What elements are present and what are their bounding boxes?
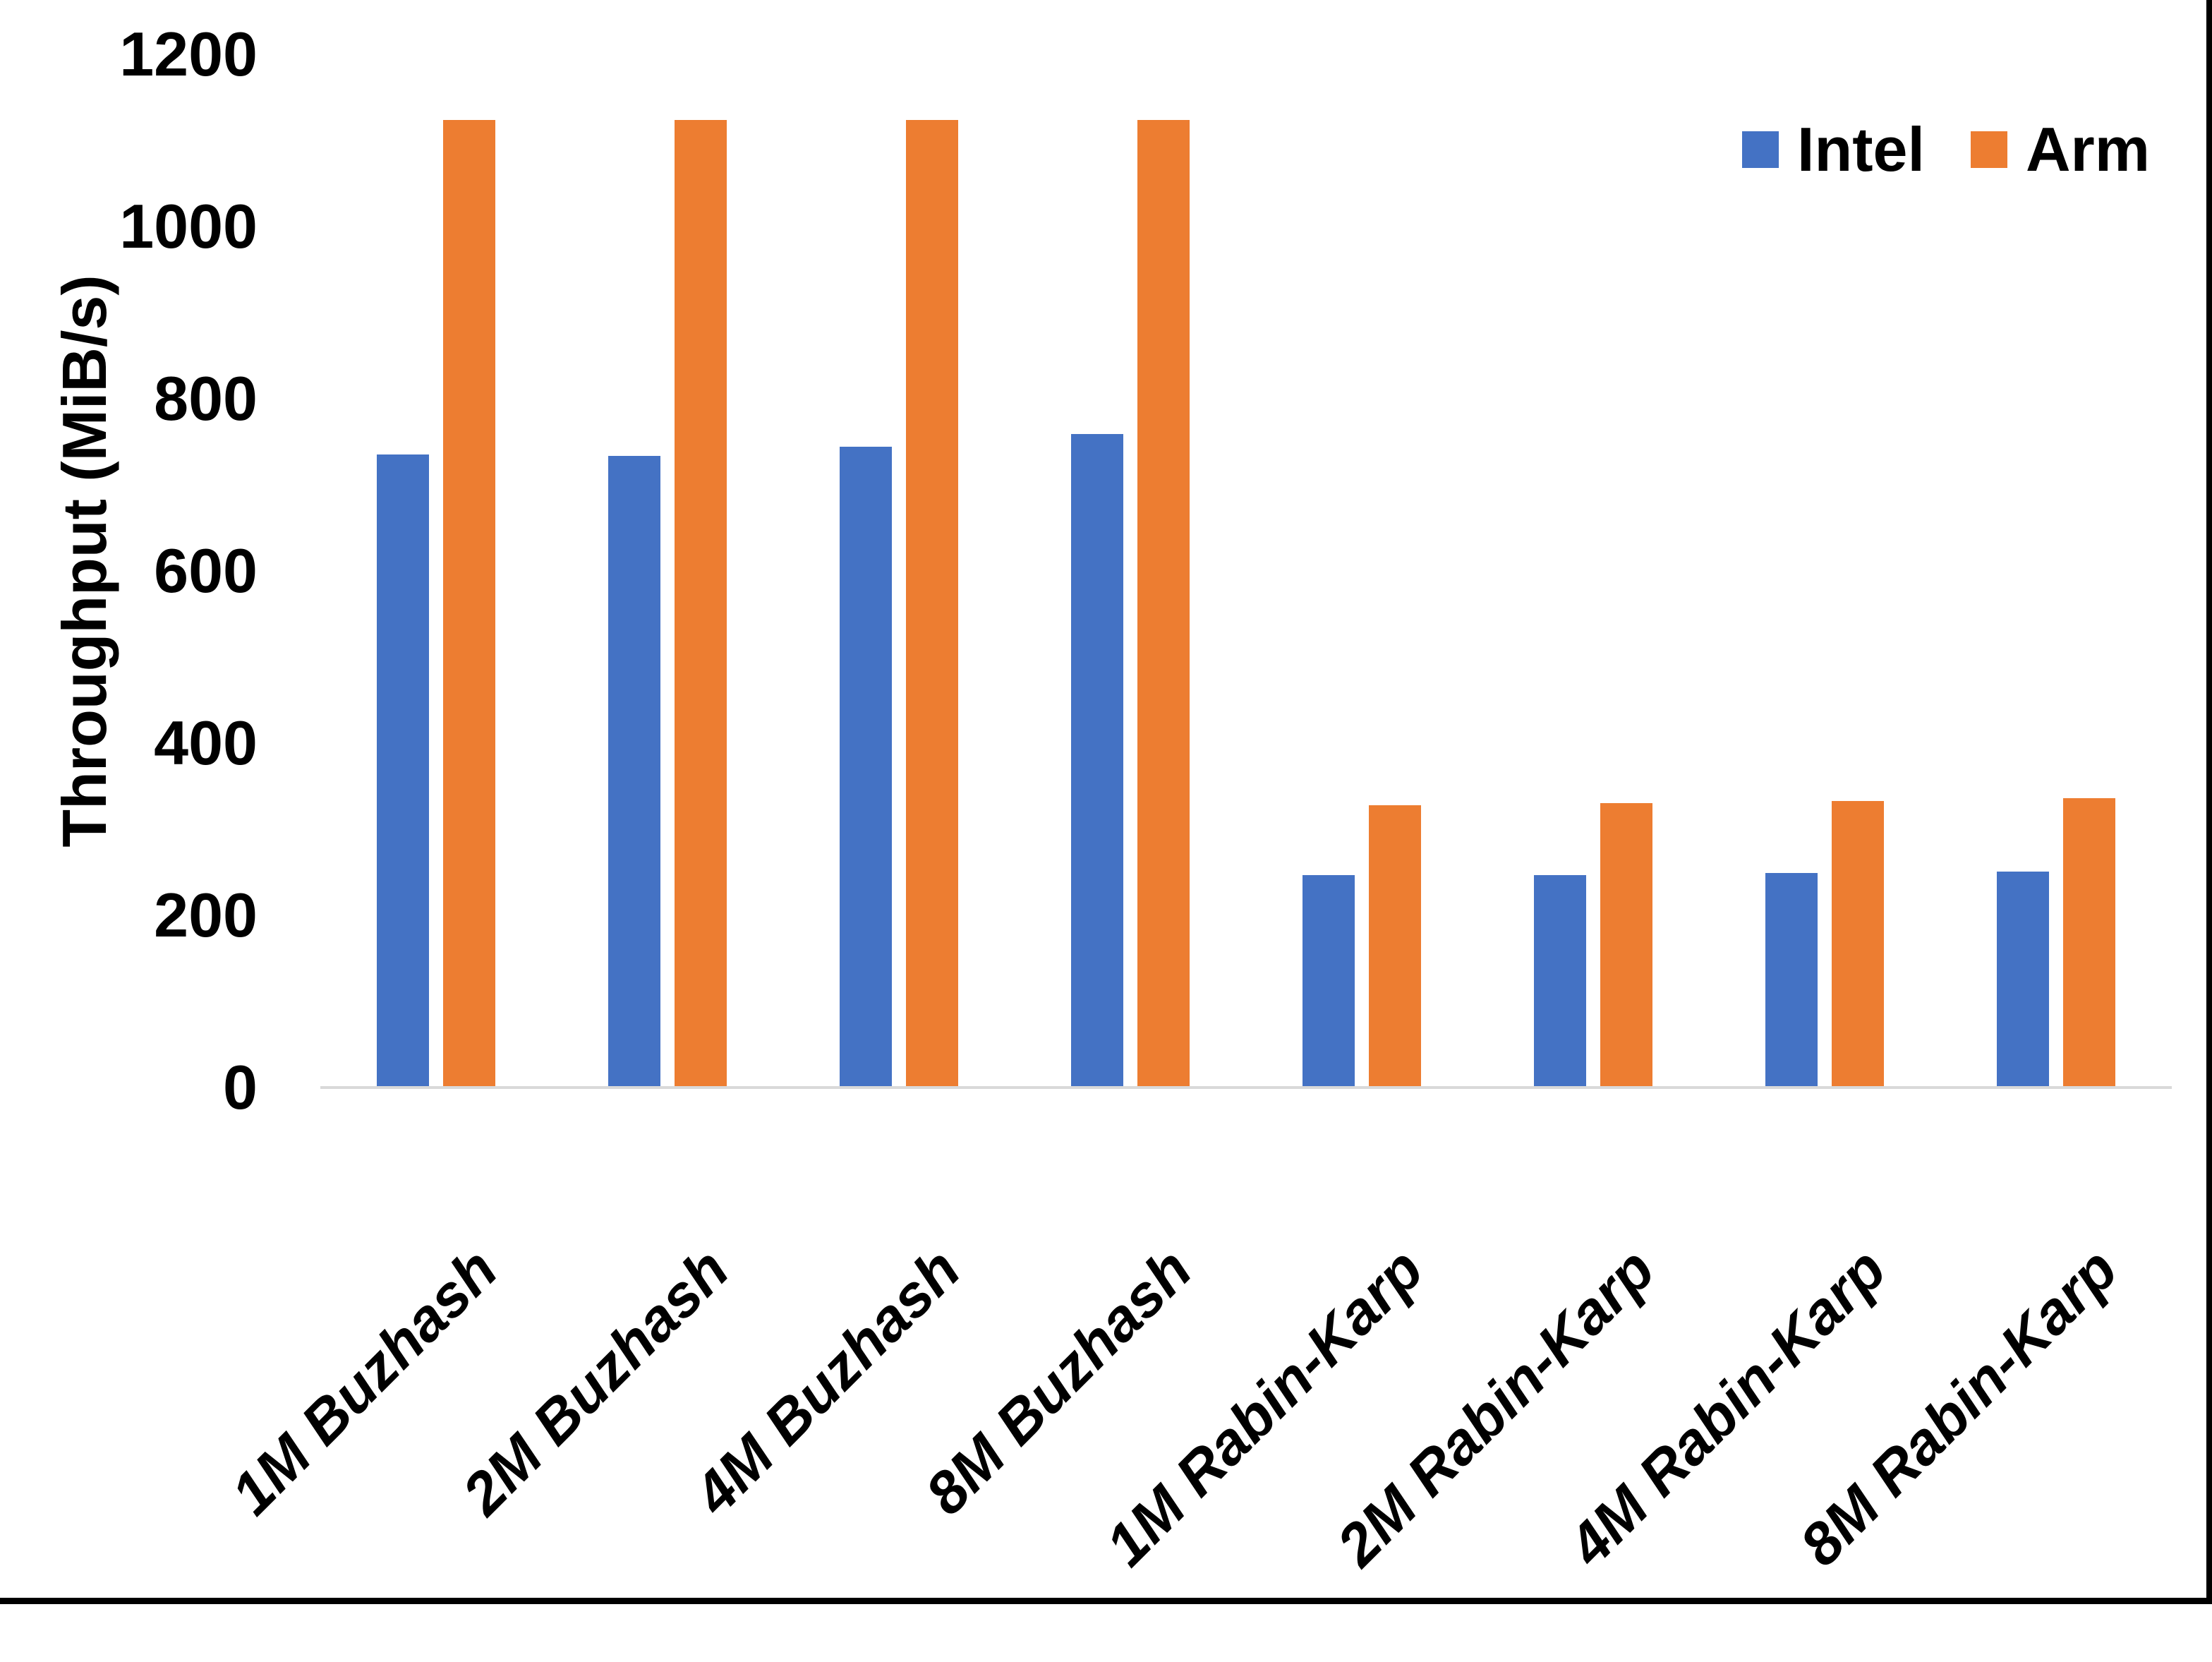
y-tick-label-600: 600	[154, 536, 258, 606]
x-category-label-2m-buzhash: 2M Buzhash	[449, 1235, 742, 1527]
bar-arm-4m-rabin-karp	[1832, 801, 1884, 1088]
bar-arm-8m-rabin-karp	[2063, 798, 2115, 1088]
x-category-label-4m-rabin-karp: 4M Rabin-Karp	[1555, 1235, 1899, 1579]
bar-arm-1m-buzhash	[443, 120, 495, 1088]
bar-intel-8m-buzhash	[1071, 434, 1123, 1088]
bar-arm-1m-rabin-karp	[1369, 805, 1421, 1088]
bar-arm-2m-buzhash	[675, 120, 727, 1088]
bar-intel-2m-rabin-karp	[1534, 875, 1586, 1088]
legend-item-arm: Arm	[1971, 119, 2150, 181]
x-category-label-1m-buzhash: 1M Buzhash	[218, 1235, 510, 1527]
bar-intel-4m-rabin-karp	[1765, 873, 1818, 1088]
legend-swatch-arm	[1971, 131, 2007, 168]
legend-item-intel: Intel	[1742, 119, 1925, 181]
y-tick-label-400: 400	[154, 708, 258, 778]
plot-area	[320, 54, 2172, 1088]
legend-swatch-intel	[1742, 131, 1779, 168]
x-category-label-1m-rabin-karp: 1M Rabin-Karp	[1092, 1235, 1436, 1579]
y-tick-label-800: 800	[154, 363, 258, 433]
bar-intel-1m-buzhash	[377, 454, 429, 1088]
bar-intel-4m-buzhash	[840, 447, 892, 1088]
x-category-label-8m-rabin-karp: 8M Rabin-Karp	[1787, 1235, 2130, 1579]
legend-label-intel: Intel	[1797, 114, 1925, 184]
y-tick-label-1000: 1000	[119, 191, 258, 261]
x-category-label-8m-buzhash: 8M Buzhash	[912, 1235, 1204, 1527]
bar-chart-page: { "chart_data": { "type": "bar", "title"…	[0, 0, 2212, 1604]
bar-arm-8m-buzhash	[1137, 120, 1190, 1088]
x-axis-line	[320, 1086, 2172, 1089]
bar-intel-1m-rabin-karp	[1303, 875, 1355, 1088]
legend-label-arm: Arm	[2026, 114, 2151, 184]
y-tick-label-1200: 1200	[119, 19, 258, 89]
bar-arm-2m-rabin-karp	[1600, 803, 1652, 1088]
bar-intel-2m-buzhash	[608, 456, 660, 1088]
x-category-label-2m-rabin-karp: 2M Rabin-Karp	[1324, 1235, 1667, 1579]
bar-intel-8m-rabin-karp	[1997, 872, 2049, 1088]
x-category-label-4m-buzhash: 4M Buzhash	[681, 1235, 973, 1527]
y-tick-label-0: 0	[223, 1052, 258, 1122]
y-tick-label-200: 200	[154, 880, 258, 950]
bar-arm-4m-buzhash	[906, 120, 958, 1088]
